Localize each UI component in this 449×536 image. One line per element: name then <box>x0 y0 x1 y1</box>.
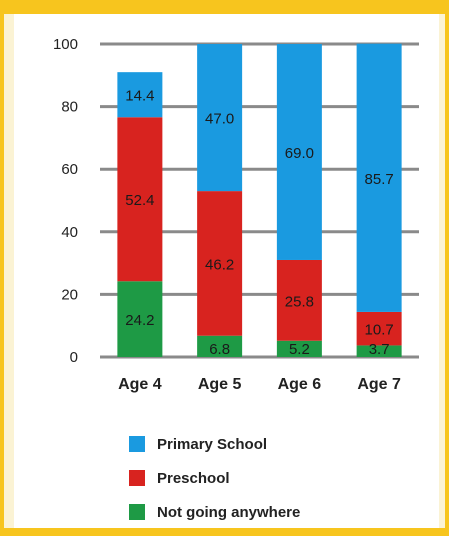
data-label: 85.7 <box>365 171 394 188</box>
y-tick-label: 100 <box>53 36 78 53</box>
legend-label: Not going anywhere <box>157 503 301 521</box>
data-label: 46.2 <box>205 256 234 273</box>
category-label: Age 6 <box>278 376 322 393</box>
y-tick-label: 40 <box>61 224 78 241</box>
data-label: 24.2 <box>125 312 154 329</box>
bar-segment <box>276 44 322 260</box>
data-label: 52.4 <box>125 192 154 209</box>
legend-swatch <box>129 504 145 520</box>
data-label: 6.8 <box>209 341 230 358</box>
data-label: 10.7 <box>365 322 394 339</box>
category-label: Age 7 <box>357 376 401 393</box>
bar-segment <box>197 335 243 357</box>
bar-segment <box>197 191 243 336</box>
bar-segment <box>117 281 163 357</box>
data-label: 5.2 <box>289 341 310 358</box>
data-label: 69.0 <box>285 145 314 162</box>
bar-segment <box>356 43 402 312</box>
legend-item: Not going anywhere <box>129 502 300 522</box>
legend-swatch <box>129 436 145 452</box>
chart-frame: 0 20 40 60 80 100 24.2 52.4 14.4 6.8 46.2 47.0 5.2 2… <box>0 14 449 532</box>
legend-label: Preschool <box>157 469 230 487</box>
bar-segment <box>117 72 163 118</box>
data-label: 25.8 <box>285 293 314 310</box>
data-label: 14.4 <box>125 88 154 105</box>
category-label: Age 5 <box>198 376 242 393</box>
legend-label: Primary School <box>157 435 268 453</box>
y-tick-label: 20 <box>61 286 78 303</box>
y-tick-label: 80 <box>61 99 78 116</box>
y-axis-ticks: 0 20 40 60 80 100 <box>53 36 78 366</box>
y-tick-label: 60 <box>61 161 78 178</box>
y-tick-label: 0 <box>70 349 78 366</box>
data-label: 47.0 <box>205 111 234 128</box>
data-label: 3.7 <box>369 341 390 358</box>
legend: Primary School Preschool Not going anywher… <box>129 434 300 536</box>
data-labels: 24.2 52.4 14.4 6.8 46.2 47.0 5.2 25.8 69.0 3.7 10.… <box>125 88 393 358</box>
category-label: Age 4 <box>118 376 162 393</box>
bar-segment <box>197 44 243 192</box>
legend-item: Primary School <box>129 434 300 454</box>
bar-segment <box>276 259 322 341</box>
bar-segment <box>356 345 402 357</box>
legend-swatch <box>129 470 145 486</box>
bars <box>117 43 402 357</box>
bar-segment <box>356 311 402 346</box>
chart-panel: 0 20 40 60 80 100 24.2 52.4 14.4 6.8 46.2 47.0 5.2 2… <box>14 14 439 528</box>
bar-segment <box>276 340 322 357</box>
bar-segment <box>117 117 163 282</box>
x-axis-categories: Age 4 Age 5 Age 6 Age 7 <box>118 376 401 393</box>
legend-item: Preschool <box>129 468 300 488</box>
